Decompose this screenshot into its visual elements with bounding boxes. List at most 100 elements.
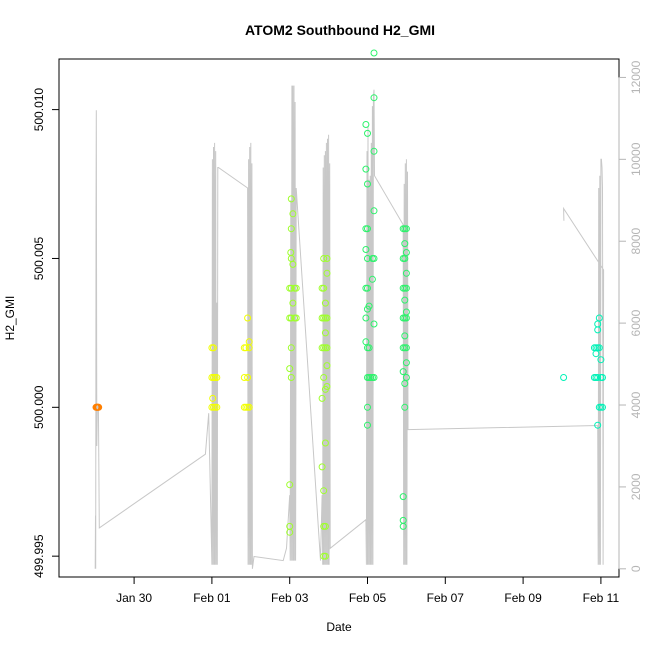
y2-tick-label: 12000 <box>629 60 643 94</box>
y2-tick-label: 10000 <box>629 142 643 176</box>
data-point <box>321 522 329 530</box>
data-point <box>365 344 373 352</box>
data-point <box>318 463 326 471</box>
data-point <box>245 344 253 352</box>
y-tick-label: 500.010 <box>32 88 46 132</box>
data-point <box>292 314 300 322</box>
data-point <box>594 326 602 334</box>
data-point <box>289 260 297 268</box>
data-point <box>287 249 295 256</box>
data-point <box>323 362 331 370</box>
data-point <box>370 49 378 57</box>
y2-tick-label: 2000 <box>629 473 643 500</box>
y2-tick-label: 6000 <box>629 309 643 336</box>
data-point <box>287 314 295 322</box>
data-point <box>287 195 295 203</box>
y-axis-right: 0 2000 4000 6000 8000 10000 12000 <box>618 60 643 572</box>
x-axis-label: Date <box>326 620 352 634</box>
data-point <box>289 299 297 307</box>
data-point <box>320 374 328 381</box>
data-point <box>320 284 328 292</box>
data-point <box>362 314 370 322</box>
chart-title: ATOM2 Southbound H2_GMI <box>245 22 435 38</box>
data-point <box>209 394 217 402</box>
data-point <box>287 344 295 352</box>
x-tick-label: Feb 03 <box>271 591 309 605</box>
data-point <box>289 210 297 218</box>
x-tick-label: Feb 07 <box>427 591 465 605</box>
data-point <box>402 314 410 322</box>
x-tick-label: Jan 30 <box>116 591 152 605</box>
data-point <box>401 403 409 411</box>
data-point <box>213 403 221 411</box>
data-point <box>594 374 602 381</box>
data-point <box>364 403 371 411</box>
y-tick-label: 500.000 <box>32 385 46 429</box>
data-point <box>399 522 407 530</box>
data-point <box>321 439 329 447</box>
data-point <box>362 121 370 128</box>
scatter-points-layer <box>92 49 606 560</box>
y2-tick-label: 0 <box>629 565 643 572</box>
data-point <box>321 329 329 337</box>
data-point <box>242 344 250 352</box>
data-point <box>286 365 294 373</box>
data-point <box>362 165 370 173</box>
y2-tick-label: 8000 <box>629 228 643 255</box>
data-point <box>244 374 252 381</box>
data-point <box>292 284 300 292</box>
data-point <box>364 421 371 429</box>
data-point <box>370 255 378 262</box>
x-axis: Jan 30 Feb 01 Feb 03 Feb 05 Feb 07 Feb 09 Feb … <box>116 576 620 605</box>
data-point <box>370 94 378 102</box>
data-point <box>402 284 410 292</box>
data-point <box>402 249 410 256</box>
x-tick-label: Feb 09 <box>504 591 542 605</box>
data-point <box>287 225 295 233</box>
x-tick-label: Feb 01 <box>193 591 231 605</box>
data-point <box>402 374 410 381</box>
data-point <box>323 314 331 322</box>
data-point <box>599 374 606 381</box>
data-point <box>399 493 407 501</box>
data-point <box>323 255 331 262</box>
data-point <box>320 487 328 495</box>
data-point <box>95 403 103 411</box>
data-point <box>370 147 378 155</box>
data-point <box>210 344 217 352</box>
data-point <box>286 481 294 489</box>
data-point <box>364 129 371 137</box>
data-point <box>362 246 370 253</box>
data-point <box>370 374 378 381</box>
y-tick-label: 500.005 <box>32 236 46 280</box>
x-tick-label: Feb 05 <box>349 591 387 605</box>
x-tick-label: Feb 11 <box>583 591 620 605</box>
data-point <box>401 332 409 340</box>
data-point <box>597 356 605 364</box>
data-point <box>595 314 603 322</box>
data-point <box>370 207 378 215</box>
data-point <box>287 284 295 292</box>
data-point <box>321 299 329 307</box>
data-point <box>323 269 331 277</box>
y-axis-label: H2_GMI <box>3 296 17 341</box>
data-point <box>399 368 407 376</box>
data-point <box>595 344 603 352</box>
data-point <box>402 344 410 352</box>
data-point <box>286 528 294 536</box>
y2-tick-label: 4000 <box>629 391 643 418</box>
data-point <box>401 296 409 304</box>
data-point <box>321 552 329 560</box>
data-point <box>364 180 371 188</box>
data-point <box>368 275 376 283</box>
data-point <box>599 403 606 411</box>
data-point <box>323 383 331 390</box>
data-point <box>318 394 326 402</box>
data-point <box>560 374 568 381</box>
data-point <box>364 284 371 292</box>
data-point <box>365 302 373 310</box>
data-point <box>402 225 410 233</box>
data-point <box>240 374 248 381</box>
